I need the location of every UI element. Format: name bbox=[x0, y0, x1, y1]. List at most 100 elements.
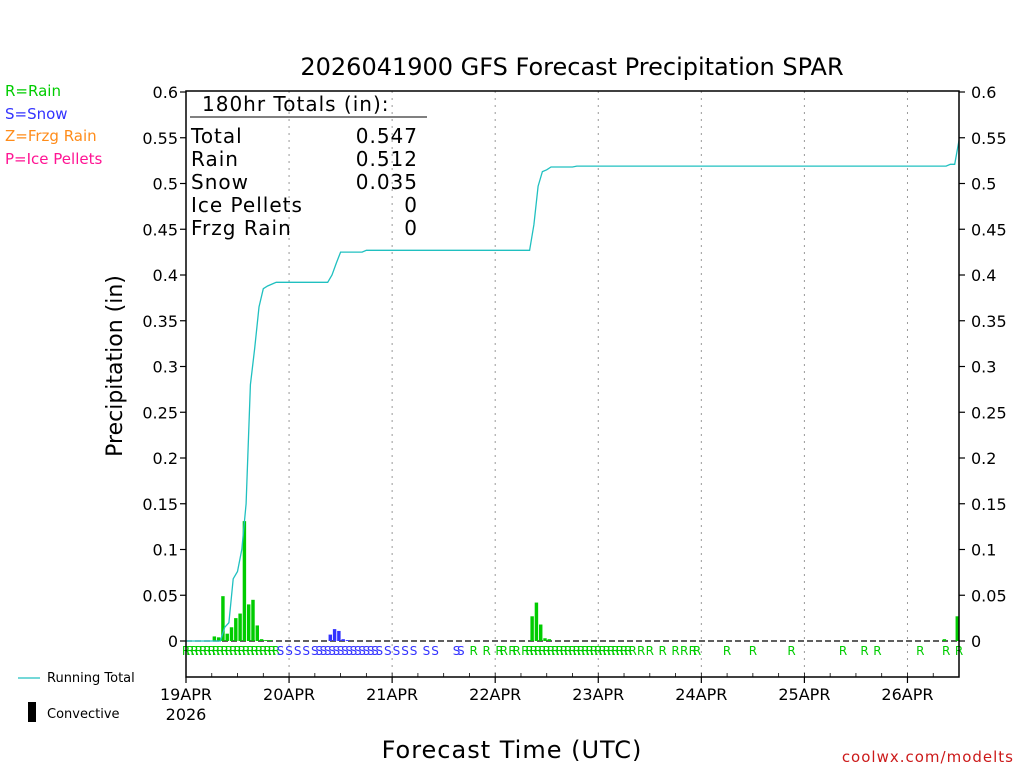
totals-row-label: Rain bbox=[191, 147, 239, 171]
ptype-marker: S bbox=[401, 644, 409, 658]
ptype-marker: R bbox=[628, 644, 636, 658]
grid bbox=[186, 91, 959, 677]
rain-bar bbox=[246, 604, 251, 641]
ptype-marker: R bbox=[749, 644, 757, 658]
rain-bar bbox=[534, 602, 539, 641]
ptype-marker: R bbox=[787, 644, 795, 658]
y-tick-label-right: 0.4 bbox=[971, 266, 996, 285]
ptype-marker: R bbox=[671, 644, 679, 658]
ptype-marker: S bbox=[324, 644, 332, 658]
ptype-marker: R bbox=[551, 644, 559, 658]
totals-row-value: 0.512 bbox=[356, 147, 418, 171]
ptype-marker: R bbox=[212, 644, 220, 658]
rain-bar bbox=[238, 613, 242, 641]
ptype-marker: S bbox=[410, 644, 418, 658]
ptype-marker: R bbox=[637, 644, 645, 658]
bars bbox=[212, 521, 959, 641]
legend-convective: Convective bbox=[47, 707, 120, 722]
ptype-marker: S bbox=[315, 644, 323, 658]
ptype-marker: R bbox=[225, 644, 233, 658]
y-tick-label-left: 0.55 bbox=[142, 129, 178, 148]
ptype-marker: S bbox=[302, 644, 310, 658]
ptype-marker: S bbox=[320, 644, 328, 658]
ptype-marker: R bbox=[190, 644, 198, 658]
ptype-marker: R bbox=[525, 644, 533, 658]
ptype-marker: S bbox=[311, 644, 319, 658]
y-tick-label-left: 0 bbox=[168, 632, 178, 651]
ptype-marker: R bbox=[513, 644, 521, 658]
ptype-marker: S bbox=[285, 644, 293, 658]
rain-bar bbox=[530, 616, 534, 641]
snow-bar bbox=[345, 640, 350, 641]
ptype-marker: R bbox=[199, 644, 207, 658]
left-legend: R=Rain S=Snow Z=Frzg Rain P=Ice Pellets bbox=[5, 82, 102, 168]
credit-text: coolwx.com/modelts bbox=[842, 748, 1014, 766]
rain-bar bbox=[221, 596, 225, 641]
x-tick-label: 20APR bbox=[263, 685, 315, 704]
ptype-marker: R bbox=[693, 644, 701, 658]
y-tick-label-right: 0.15 bbox=[971, 495, 1007, 514]
ptype-marker: R bbox=[195, 644, 203, 658]
ptype-marker: R bbox=[581, 644, 589, 658]
bottom-legend: Running Total Convective bbox=[18, 671, 135, 722]
ptype-marker: R bbox=[272, 644, 280, 658]
totals-row-label: Ice Pellets bbox=[191, 193, 303, 217]
ptype-marker: S bbox=[384, 644, 392, 658]
rain-bar bbox=[251, 599, 255, 641]
ptype-marker: S bbox=[332, 644, 340, 658]
ptype-marker: R bbox=[555, 644, 563, 658]
ptype-marker: S bbox=[431, 644, 439, 658]
rain-bar bbox=[547, 639, 552, 641]
ptype-marker: R bbox=[534, 644, 542, 658]
y-tick-label-right: 0.25 bbox=[971, 403, 1007, 422]
y-tick-label-right: 0.05 bbox=[971, 586, 1007, 605]
totals-row-label: Snow bbox=[191, 170, 249, 194]
ptype-marker: R bbox=[482, 644, 490, 658]
ptype-marker: R bbox=[495, 644, 503, 658]
ptype-marker: R bbox=[916, 644, 924, 658]
rain-bar bbox=[543, 638, 547, 641]
y-tick-label-right: 0.5 bbox=[971, 175, 996, 194]
ptype-marker: R bbox=[238, 644, 246, 658]
ptype-marker: R bbox=[659, 644, 667, 658]
x-tick-label: 25APR bbox=[778, 685, 830, 704]
ptype-marker: S bbox=[328, 644, 336, 658]
totals-row-label: Total bbox=[190, 124, 243, 148]
y-tick-label-right: 0.6 bbox=[971, 83, 996, 102]
ptype-marker: R bbox=[242, 644, 250, 658]
ptype-marker: R bbox=[259, 644, 267, 658]
ptype-marker: S bbox=[277, 644, 285, 658]
y-tick-label-left: 0.05 bbox=[142, 586, 178, 605]
totals-row-value: 0.547 bbox=[356, 124, 418, 148]
y-tick-label-right: 0.35 bbox=[971, 312, 1007, 331]
y-axis-label: Precipitation (in) bbox=[103, 275, 128, 457]
ptype-marker: R bbox=[607, 644, 615, 658]
y-tick-label-right: 0 bbox=[971, 632, 981, 651]
ptype-marker: S bbox=[354, 644, 362, 658]
ptype-marker: S bbox=[337, 644, 345, 658]
totals-row-value: 0 bbox=[404, 216, 418, 240]
y-axis: 0 00.05 0.050.1 0.10.15 0.150.2 0.20.25 0.250.… bbox=[142, 83, 1006, 651]
rain-bar bbox=[942, 639, 947, 641]
ptype-marker: S bbox=[371, 644, 379, 658]
legend-rain: R=Rain bbox=[5, 82, 61, 100]
rain-bar bbox=[264, 640, 268, 641]
running-total-line bbox=[186, 140, 960, 642]
rain-bar bbox=[216, 637, 221, 641]
ptype-marker: R bbox=[723, 644, 731, 658]
ptype-marker: S bbox=[423, 644, 431, 658]
rain-bar bbox=[955, 616, 959, 641]
y-tick-label-right: 0.55 bbox=[971, 129, 1007, 148]
ptype-marker: R bbox=[624, 644, 632, 658]
totals-row-label: Frzg Rain bbox=[191, 216, 292, 240]
ptype-marker: R bbox=[942, 644, 950, 658]
convective-swatch bbox=[28, 702, 36, 722]
legend-running-total: Running Total bbox=[47, 671, 135, 686]
rain-bar bbox=[225, 633, 229, 641]
chart-title: 2026041900 GFS Forecast Precipitation SP… bbox=[300, 53, 843, 81]
x-tick-label: 24APR bbox=[675, 685, 727, 704]
ptype-marker: R bbox=[263, 644, 271, 658]
ptype-marker: R bbox=[873, 644, 881, 658]
totals-box: 180hr Totals (in): Total 0.547 Rain 0.512 Sn… bbox=[190, 92, 427, 240]
ptype-marker: R bbox=[590, 644, 598, 658]
